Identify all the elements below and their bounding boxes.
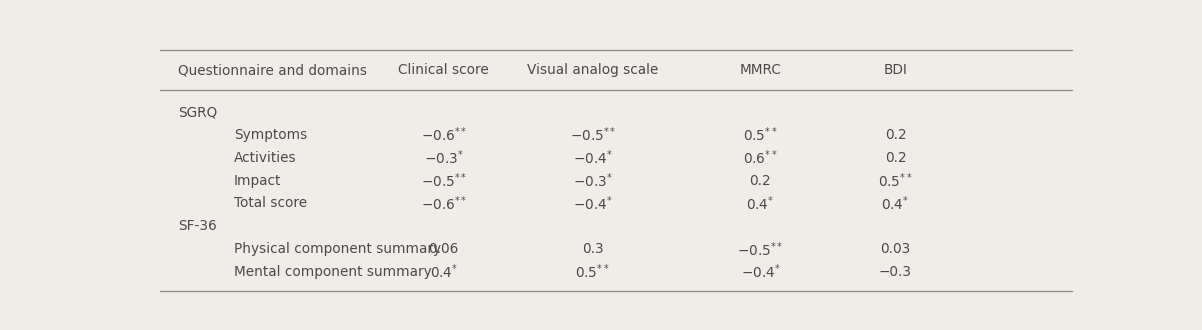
Text: −0.4$\mathregular{^{*}}$: −0.4$\mathregular{^{*}}$ [740,263,780,281]
Text: SF-36: SF-36 [178,219,216,233]
Text: −0.4$\mathregular{^{*}}$: −0.4$\mathregular{^{*}}$ [573,194,613,213]
Text: 0.5$\mathregular{^{**}}$: 0.5$\mathregular{^{**}}$ [576,263,611,281]
Text: BDI: BDI [883,63,908,77]
Text: 0.3: 0.3 [582,242,603,256]
Text: Mental component summary: Mental component summary [234,265,432,279]
Text: 0.06: 0.06 [429,242,459,256]
Text: −0.5$\mathregular{^{**}}$: −0.5$\mathregular{^{**}}$ [421,171,466,190]
Text: −0.3$\mathregular{^{*}}$: −0.3$\mathregular{^{*}}$ [424,148,464,167]
Text: 0.4$\mathregular{^{*}}$: 0.4$\mathregular{^{*}}$ [746,194,774,213]
Text: MMRC: MMRC [739,63,781,77]
Text: −0.4$\mathregular{^{*}}$: −0.4$\mathregular{^{*}}$ [573,148,613,167]
Text: 0.2: 0.2 [885,151,906,165]
Text: Questionnaire and domains: Questionnaire and domains [178,63,367,77]
Text: −0.6$\mathregular{^{**}}$: −0.6$\mathregular{^{**}}$ [421,194,466,213]
Text: 0.2: 0.2 [885,128,906,142]
Text: 0.4$\mathregular{^{*}}$: 0.4$\mathregular{^{*}}$ [881,194,910,213]
Text: −0.3: −0.3 [879,265,912,279]
Text: Physical component summary: Physical component summary [234,242,441,256]
Text: Visual analog scale: Visual analog scale [526,63,659,77]
Text: SGRQ: SGRQ [178,105,218,119]
Text: −0.5$\mathregular{^{**}}$: −0.5$\mathregular{^{**}}$ [570,126,615,144]
Text: 0.5$\mathregular{^{**}}$: 0.5$\mathregular{^{**}}$ [877,171,914,190]
Text: 0.4$\mathregular{^{*}}$: 0.4$\mathregular{^{*}}$ [429,263,458,281]
Text: Clinical score: Clinical score [398,63,489,77]
Text: Symptoms: Symptoms [234,128,308,142]
Text: 0.6$\mathregular{^{**}}$: 0.6$\mathregular{^{**}}$ [743,148,778,167]
Text: Impact: Impact [234,174,281,188]
Text: −0.5$\mathregular{^{**}}$: −0.5$\mathregular{^{**}}$ [737,240,784,258]
Text: 0.2: 0.2 [750,174,772,188]
Text: Total score: Total score [234,196,308,211]
Text: 0.03: 0.03 [880,242,911,256]
Text: −0.3$\mathregular{^{*}}$: −0.3$\mathregular{^{*}}$ [573,171,613,190]
Text: 0.5$\mathregular{^{**}}$: 0.5$\mathregular{^{**}}$ [743,126,778,144]
Text: −0.6$\mathregular{^{**}}$: −0.6$\mathregular{^{**}}$ [421,126,466,144]
Text: Activities: Activities [234,151,297,165]
